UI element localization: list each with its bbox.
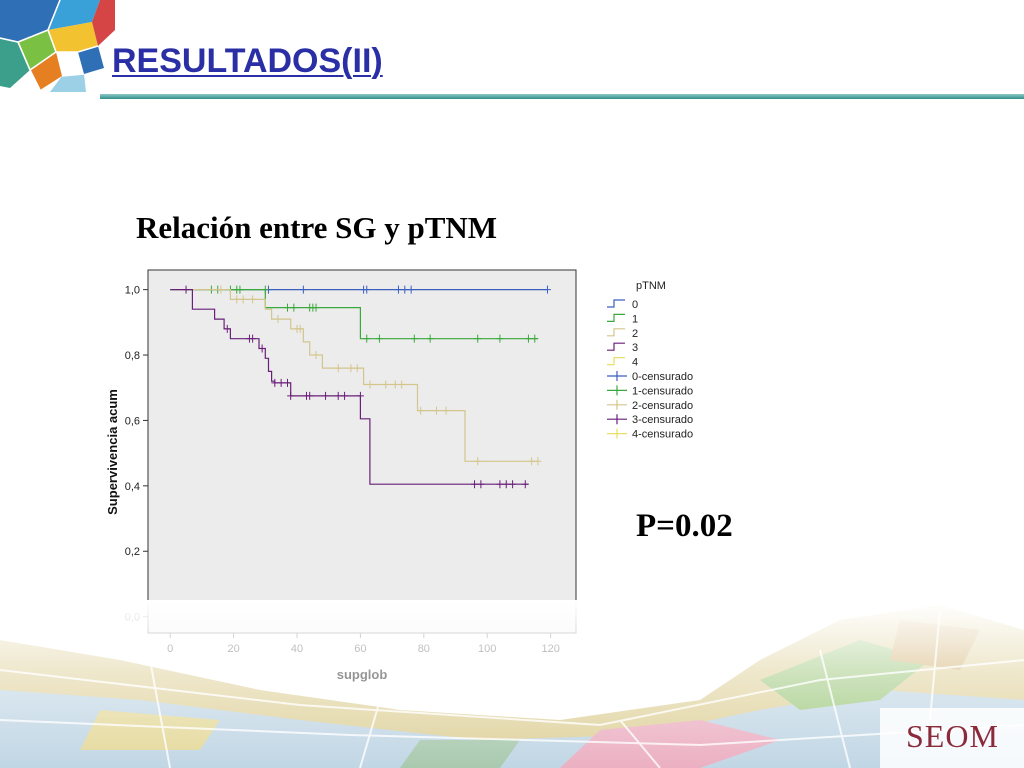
- censor-mark-ptnm-3: [249, 334, 257, 343]
- censor-mark-ptnm-2: [312, 351, 320, 360]
- censor-mark-ptnm-1: [375, 334, 383, 343]
- censor-mark-ptnm-2: [334, 364, 342, 373]
- censor-mark-ptnm-3: [271, 378, 279, 387]
- censor-mark-ptnm-3: [521, 480, 529, 489]
- censor-mark-ptnm-1: [312, 303, 320, 312]
- legend-swatch: [607, 414, 627, 425]
- censor-mark-ptnm-3: [356, 391, 364, 400]
- km-line-ptnm-3: [170, 289, 529, 485]
- y-tick-label: 1,0: [125, 285, 140, 297]
- censor-mark-ptnm-2: [474, 457, 482, 466]
- legend-label: 2-censurado: [632, 400, 693, 412]
- y-tick-label: 0,2: [125, 546, 140, 558]
- censor-mark-ptnm-3: [502, 480, 510, 489]
- decorative-mosaic: [0, 600, 1024, 768]
- censor-mark-ptnm-2: [239, 295, 247, 304]
- censor-mark-ptnm-3: [496, 480, 504, 489]
- censor-mark-ptnm-2: [249, 295, 257, 304]
- censor-mark-ptnm-1: [426, 334, 434, 343]
- censor-mark-ptnm-2: [353, 364, 361, 373]
- legend-swatch: [607, 399, 627, 410]
- censor-mark-ptnm-2: [296, 324, 304, 333]
- plot-area: [147, 269, 577, 634]
- censor-mark-ptnm-2: [442, 406, 450, 415]
- censor-mark-ptnm-3: [258, 344, 266, 353]
- p-value: P=0.02: [636, 508, 733, 544]
- censor-mark-ptnm-3: [509, 480, 517, 489]
- censor-mark-ptnm-0: [394, 285, 402, 294]
- censor-mark-ptnm-2: [417, 406, 425, 415]
- censor-mark-ptnm-2: [274, 315, 282, 324]
- censor-mark-ptnm-1: [363, 334, 371, 343]
- censor-mark-ptnm-1: [236, 285, 244, 294]
- legend-label: 4-censurado: [632, 429, 693, 441]
- censor-mark-ptnm-2: [528, 457, 536, 466]
- censor-mark-ptnm-0: [363, 285, 371, 294]
- legend-label: 3: [632, 342, 638, 354]
- mosaic-logo: [0, 0, 115, 92]
- censor-mark-ptnm-2: [534, 457, 542, 466]
- censor-mark-ptnm-2: [433, 406, 441, 415]
- km-chart: 0,00,20,40,60,81,0020406080100120 pTNM01…: [105, 269, 693, 682]
- censor-mark-ptnm-3: [341, 391, 349, 400]
- slide-title: RESULTADOS(II): [112, 42, 383, 80]
- censor-mark-ptnm-2: [233, 295, 241, 304]
- y-tick-label: 0,8: [125, 350, 140, 362]
- censor-mark-ptnm-1: [474, 334, 482, 343]
- censor-mark-ptnm-1: [524, 334, 532, 343]
- legend-swatch: [607, 357, 625, 366]
- y-tick-label: 0,4: [125, 481, 140, 493]
- legend-label: 4: [632, 357, 638, 369]
- censor-mark-ptnm-1: [290, 303, 298, 312]
- censor-mark-ptnm-1: [261, 285, 269, 294]
- censor-mark-ptnm-2: [366, 380, 374, 389]
- km-line-ptnm-2: [170, 289, 538, 462]
- legend-label: 2: [632, 328, 638, 340]
- censor-mark-ptnm-1: [283, 303, 291, 312]
- censor-mark-ptnm-3: [182, 285, 190, 294]
- censor-mark-ptnm-3: [283, 378, 291, 387]
- legend-label: 0: [632, 299, 638, 311]
- censor-mark-ptnm-1: [410, 334, 418, 343]
- censor-mark-ptnm-2: [382, 380, 390, 389]
- seom-logo: SEOM: [906, 718, 999, 754]
- censor-mark-ptnm-2: [398, 380, 406, 389]
- censor-mark-ptnm-2: [391, 380, 399, 389]
- censor-mark-ptnm-3: [471, 480, 479, 489]
- censor-mark-ptnm-3: [334, 391, 342, 400]
- censor-mark-ptnm-0: [543, 285, 551, 294]
- censor-mark-ptnm-0: [299, 285, 307, 294]
- title-rule: [100, 94, 1024, 99]
- legend-swatch: [607, 385, 627, 396]
- censor-mark-ptnm-0: [401, 285, 409, 294]
- censor-mark-ptnm-1: [496, 334, 504, 343]
- legend-swatch: [607, 371, 627, 381]
- legend-swatch: [607, 342, 625, 351]
- legend-swatch: [607, 428, 627, 439]
- censor-mark-ptnm-2: [217, 285, 225, 294]
- censor-mark-ptnm-3: [287, 391, 295, 400]
- censor-mark-ptnm-3: [322, 391, 330, 400]
- y-axis-label: Supervivencia acum: [105, 389, 120, 515]
- legend-swatch: [607, 313, 625, 322]
- censor-mark-ptnm-1: [531, 334, 539, 343]
- censor-mark-ptnm-3: [277, 378, 285, 387]
- censor-mark-ptnm-3: [477, 480, 485, 489]
- legend-label: 0-censurado: [632, 371, 693, 383]
- legend-label: 3-censurado: [632, 414, 693, 426]
- y-tick-label: 0,6: [125, 415, 140, 427]
- legend-label: 1: [632, 313, 638, 325]
- legend-swatch: [607, 328, 625, 337]
- censor-mark-ptnm-3: [306, 391, 314, 400]
- censor-mark-ptnm-2: [347, 364, 355, 373]
- chart-title: Relación entre SG y pTNM: [136, 210, 498, 245]
- legend-label: 1-censurado: [632, 385, 693, 397]
- legend-title: pTNM: [636, 280, 666, 292]
- legend-swatch: [607, 299, 625, 308]
- censor-mark-ptnm-0: [407, 285, 415, 294]
- censor-mark-ptnm-3: [223, 324, 231, 333]
